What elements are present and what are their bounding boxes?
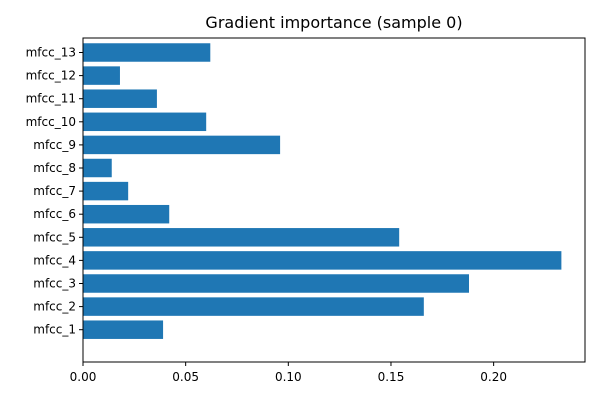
bar-mfcc_9 bbox=[83, 135, 281, 155]
bar-mfcc_4 bbox=[83, 251, 562, 270]
y-tick-label: mfcc_1 bbox=[33, 323, 76, 337]
bar-mfcc_12 bbox=[83, 66, 120, 85]
y-axis-ticks: mfcc_1 mfcc_2 mfcc_3 mfcc_4 mfcc_5 mfcc_6 mfcc… bbox=[26, 46, 83, 337]
bar-mfcc_1 bbox=[83, 320, 164, 339]
bar-mfcc_11 bbox=[83, 89, 157, 108]
bar-mfcc_8 bbox=[83, 158, 112, 178]
bars-group bbox=[83, 43, 562, 339]
y-tick-label: mfcc_4 bbox=[33, 253, 76, 267]
y-tick-label: mfcc_10 bbox=[26, 115, 76, 129]
y-tick-label: mfcc_2 bbox=[33, 300, 76, 314]
y-tick-label: mfcc_3 bbox=[33, 277, 76, 291]
y-tick-label: mfcc_9 bbox=[33, 138, 76, 152]
x-tick-label: 0.15 bbox=[378, 370, 405, 384]
bar-mfcc_6 bbox=[83, 204, 170, 224]
y-tick-label: mfcc_6 bbox=[33, 207, 76, 221]
x-axis-ticks: 0.00 0.05 0.10 0.15 0.20 bbox=[70, 362, 507, 384]
y-tick-label: mfcc_13 bbox=[26, 46, 76, 60]
y-tick-label: mfcc_5 bbox=[33, 230, 76, 244]
bar-mfcc_13 bbox=[83, 43, 211, 62]
bar-mfcc_5 bbox=[83, 228, 400, 247]
x-tick-label: 0.00 bbox=[70, 370, 97, 384]
x-tick-label: 0.20 bbox=[480, 370, 507, 384]
x-tick-label: 0.05 bbox=[172, 370, 199, 384]
bar-mfcc_2 bbox=[83, 297, 424, 316]
bar-mfcc_3 bbox=[83, 274, 469, 293]
plot-frame bbox=[82, 37, 586, 363]
y-tick-label: mfcc_12 bbox=[26, 69, 76, 83]
x-tick-label: 0.10 bbox=[275, 370, 302, 384]
y-tick-label: mfcc_7 bbox=[33, 184, 76, 198]
bar-mfcc_7 bbox=[83, 181, 129, 201]
bar-mfcc_10 bbox=[83, 112, 207, 132]
y-tick-label: mfcc_8 bbox=[33, 161, 76, 175]
y-tick-label: mfcc_11 bbox=[26, 92, 76, 106]
chart-title: Gradient importance (sample 0) bbox=[205, 13, 462, 32]
